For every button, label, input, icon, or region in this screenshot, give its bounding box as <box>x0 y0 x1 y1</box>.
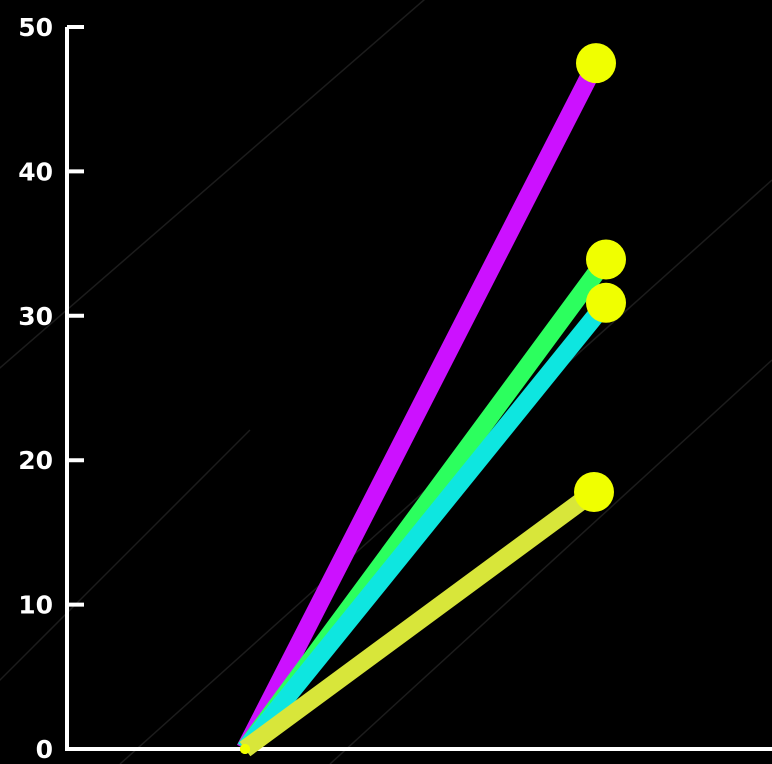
y-ticks: 0 10 20 30 40 50 <box>18 13 84 764</box>
series-end-marker-4 <box>574 471 614 512</box>
series-line-3 <box>238 297 613 755</box>
y-tick-label: 10 <box>18 591 53 620</box>
y-tick-label: 40 <box>18 157 53 186</box>
series-line-1 <box>236 59 605 754</box>
background-line-0 <box>0 0 426 369</box>
series-lines <box>236 59 614 757</box>
series-line-4 <box>239 484 600 757</box>
y-tick-label: 50 <box>18 13 53 42</box>
series-end-marker-1 <box>576 43 616 84</box>
series-markers <box>240 43 626 754</box>
y-tick-label: 20 <box>18 446 53 475</box>
series-end-marker-2 <box>586 239 626 280</box>
background-line-2 <box>329 359 772 764</box>
y-tick-label: 30 <box>18 302 53 331</box>
background-line-3 <box>0 429 251 682</box>
series-start-marker-4 <box>240 744 250 754</box>
y-tick-label: 0 <box>36 735 53 764</box>
series-end-marker-3 <box>586 282 626 323</box>
